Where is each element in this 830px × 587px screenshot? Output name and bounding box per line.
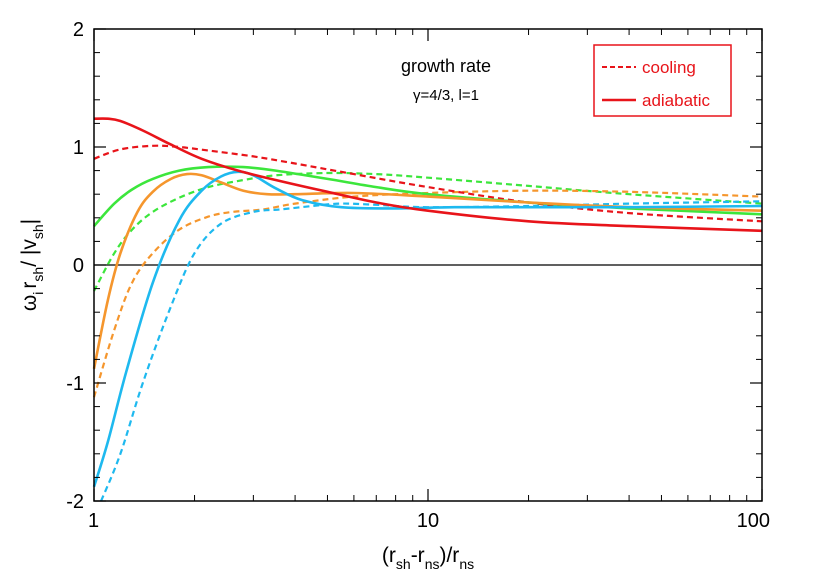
x-tick-label: 1: [88, 510, 99, 532]
series-line-3-dashed: [93, 144, 763, 223]
legend-label-cooling: cooling: [642, 58, 696, 77]
series-line-2-dashed: [100, 200, 763, 502]
y-tick-label: 0: [73, 255, 84, 277]
y-tick-label: -2: [66, 491, 84, 513]
series-line-1-dashed: [92, 189, 763, 398]
y-tick-label: 1: [73, 137, 84, 159]
x-tick-label: 100: [737, 510, 770, 532]
y-axis-label: ωirsh/ |vsh|: [18, 219, 46, 311]
series-line-0-dashed: [93, 171, 763, 292]
chart-subtitle: γ=4/3, l=1: [413, 87, 479, 104]
y-tick-label: 2: [73, 19, 84, 41]
series-line-5-solid: [92, 172, 763, 370]
series-layer: [92, 117, 763, 502]
legend: cooling adiabatic: [593, 44, 732, 117]
series-line-6-solid: [92, 170, 763, 488]
y-tick-label: -1: [66, 373, 84, 395]
legend-box: [593, 44, 732, 117]
x-axis-label: (rsh-rns)/rns: [382, 544, 474, 572]
x-tick-label: 10: [417, 510, 439, 532]
series-line-7-solid: [93, 117, 763, 233]
legend-label-adiabatic: adiabatic: [642, 91, 711, 110]
chart-title: growth rate: [401, 56, 491, 76]
